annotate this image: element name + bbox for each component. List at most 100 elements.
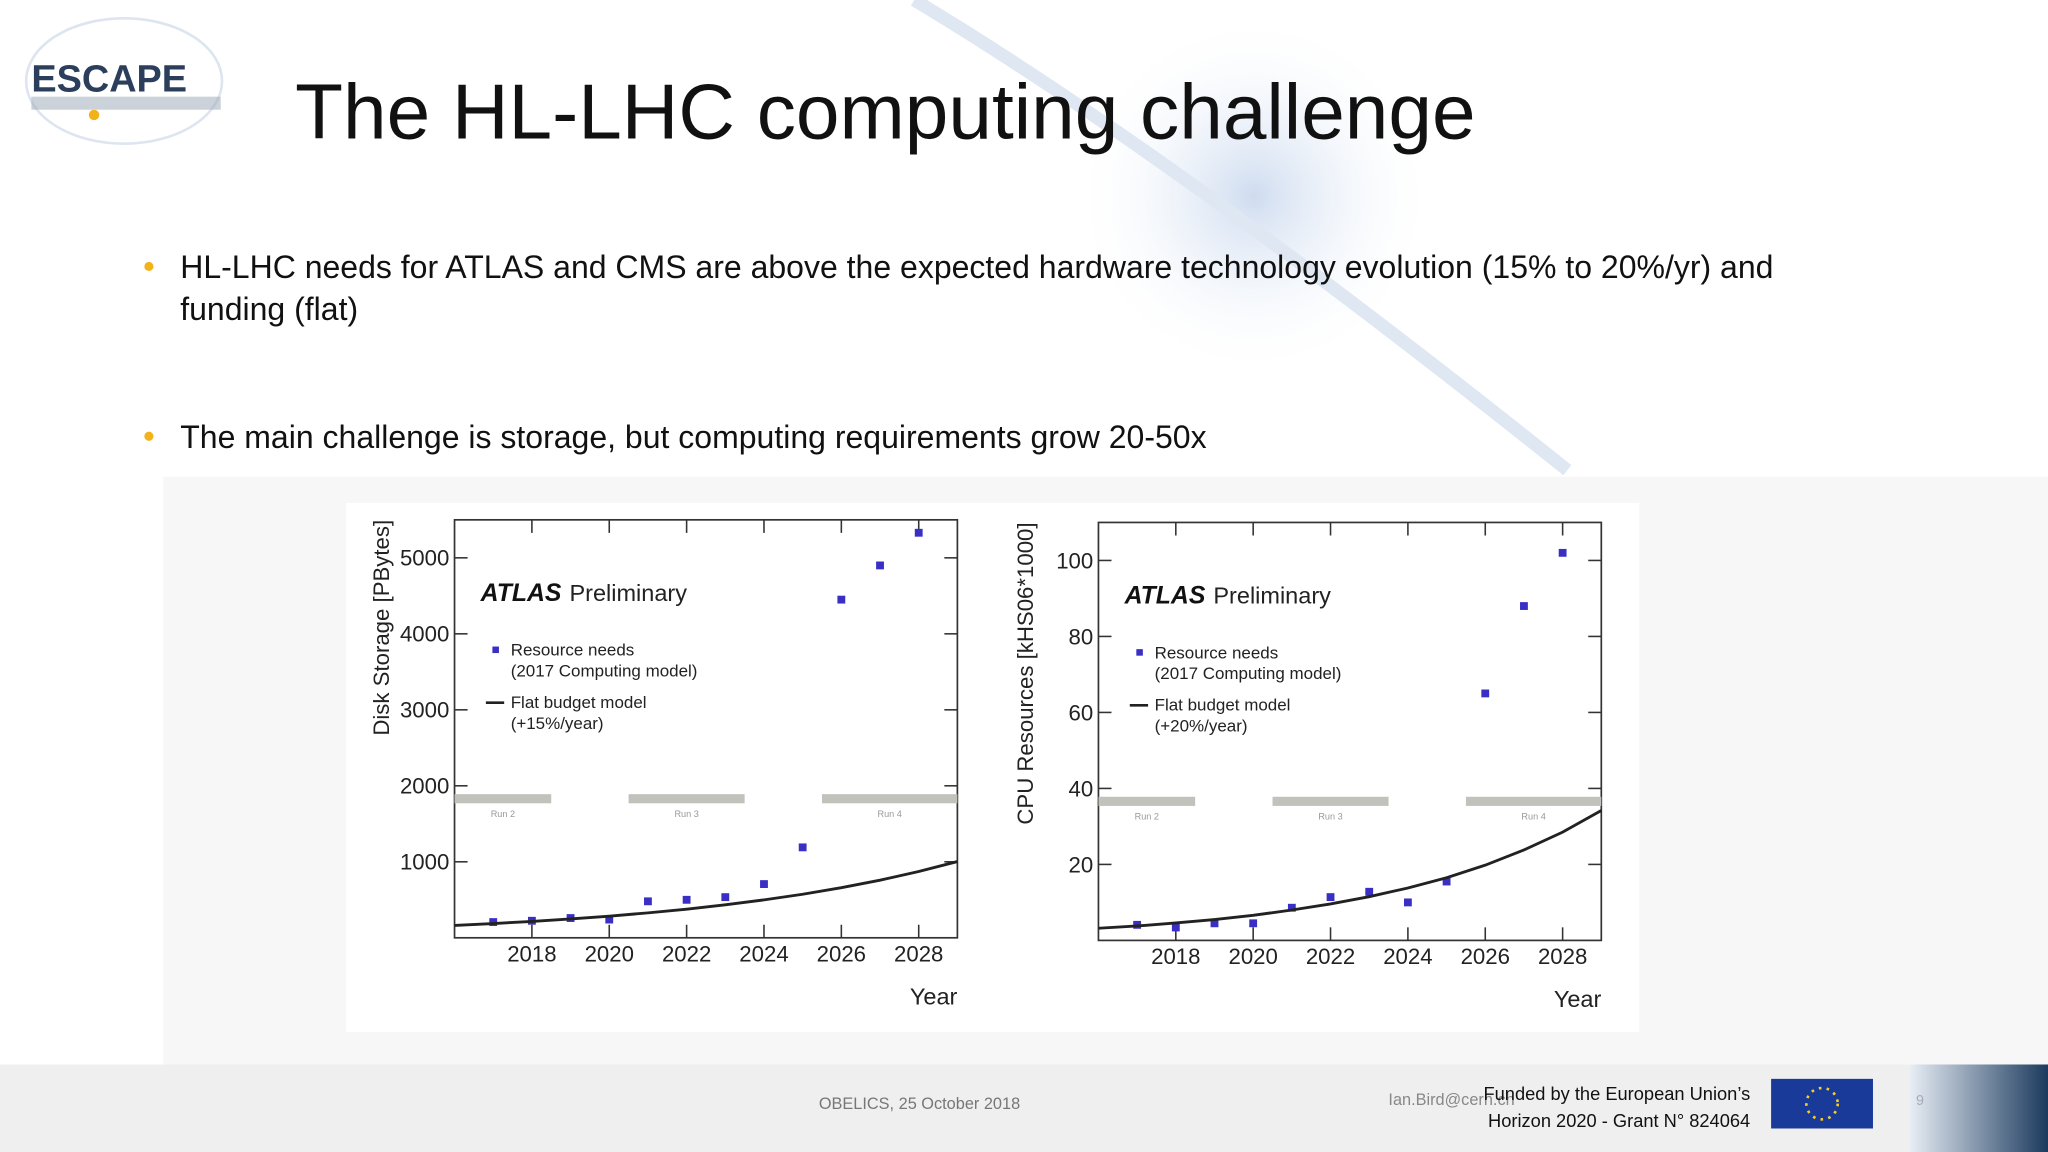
x-tick-label: 2026 — [817, 941, 866, 966]
run-label: Run 3 — [674, 809, 698, 819]
run-label: Run 2 — [491, 809, 515, 819]
y-tick-label: 80 — [1069, 624, 1094, 649]
legend-entry: Resource needs — [1155, 643, 1279, 662]
page-number: 9 — [1916, 1093, 1924, 1109]
data-point — [605, 915, 614, 924]
run-band — [454, 794, 552, 804]
data-point — [489, 918, 498, 926]
footer-image — [1909, 1064, 2048, 1152]
run-label: Run 4 — [1521, 812, 1545, 822]
y-tick-label: 2000 — [400, 774, 449, 799]
x-tick-label: 2028 — [894, 941, 943, 966]
data-point — [644, 897, 652, 906]
legend-detail: (+15%/year) — [511, 714, 604, 733]
data-point — [1365, 887, 1374, 896]
data-point — [1442, 877, 1451, 886]
data-point — [914, 528, 923, 537]
x-tick-label: 2022 — [1306, 944, 1355, 969]
bullet — [144, 261, 154, 272]
run-band — [1465, 796, 1602, 806]
legend-detail: (+20%/year) — [1155, 716, 1248, 735]
legend-entry: Resource needs — [511, 641, 635, 660]
x-tick-label: 2022 — [662, 941, 711, 966]
x-tick-label: 2024 — [739, 941, 788, 966]
data-point — [760, 880, 768, 888]
run-band — [628, 794, 745, 804]
x-axis-label: Year — [1554, 986, 1602, 1012]
x-tick-label: 2020 — [1228, 944, 1277, 969]
legend-detail: (2017 Computing model) — [1155, 664, 1342, 683]
data-point — [1171, 923, 1180, 932]
x-tick-label: 2020 — [585, 941, 634, 966]
eu-stars — [1805, 1086, 1840, 1121]
x-tick-label: 2018 — [1151, 944, 1200, 969]
footer-author: Ian.Bird@cern.ch — [1388, 1091, 1514, 1109]
logo-subtext — [31, 96, 221, 110]
bullet-text: The main challenge is storage, but compu… — [180, 419, 1206, 455]
data-point — [798, 843, 807, 852]
y-tick-label: 100 — [1056, 548, 1093, 573]
x-tick-label: 2024 — [1383, 944, 1432, 969]
run-band — [1272, 796, 1389, 806]
plot-frame — [1097, 521, 1603, 942]
bullet — [144, 431, 154, 441]
run-label: Run 4 — [878, 809, 902, 819]
y-tick-label: 1000 — [400, 850, 449, 875]
budget-line — [454, 860, 958, 927]
x-axis-label: Year — [910, 983, 958, 1009]
logo: ESCAPE — [31, 58, 187, 100]
run-band — [1098, 796, 1196, 806]
data-point — [1326, 893, 1335, 902]
footer-event: OBELICS, 25 October 2018 — [819, 1095, 1020, 1113]
data-point — [682, 895, 691, 904]
experiment-label: ATLAS — [480, 580, 562, 607]
y-tick-label: 5000 — [400, 546, 449, 571]
data-point — [1558, 548, 1567, 557]
logo-ring — [24, 16, 224, 145]
footer — [0, 1064, 2048, 1152]
data-point — [837, 595, 846, 604]
x-tick-label: 2028 — [1538, 944, 1587, 969]
y-axis-label: CPU Resources [kHS06*1000] — [1013, 522, 1038, 824]
legend-detail: (2017 Computing model) — [511, 662, 698, 681]
data-point — [876, 561, 884, 570]
status-label: Preliminary — [1213, 582, 1331, 608]
data-point — [1210, 919, 1219, 928]
run-band — [822, 794, 958, 804]
y-tick-label: 60 — [1069, 700, 1094, 725]
funding-line: Funded by the European Union’s — [1483, 1083, 1750, 1104]
logo-dot — [88, 109, 100, 121]
eu-flag — [1771, 1078, 1873, 1129]
y-axis-label: Disk Storage [PBytes] — [369, 520, 394, 736]
data-point — [1520, 602, 1528, 610]
title: The HL-LHC computing challenge — [295, 67, 1475, 155]
status-label: Preliminary — [569, 580, 687, 606]
data-point — [1403, 898, 1412, 907]
data-point — [1249, 919, 1258, 928]
experiment-label: ATLAS — [1124, 582, 1206, 609]
data-point — [1481, 689, 1490, 698]
x-tick-label: 2018 — [507, 941, 556, 966]
y-tick-label: 4000 — [400, 622, 449, 647]
data-point — [1287, 903, 1296, 912]
funding-line: Horizon 2020 - Grant N° 824064 — [1488, 1110, 1750, 1131]
budget-line — [1098, 809, 1603, 930]
legend-entry: Flat budget model — [1155, 696, 1291, 715]
y-tick-label: 3000 — [400, 698, 449, 723]
run-label: Run 2 — [1135, 812, 1159, 822]
y-tick-label: 40 — [1069, 776, 1094, 801]
bullet-text: funding (flat) — [180, 291, 358, 327]
bullet-text: HL-LHC needs for ATLAS and CMS are above… — [180, 249, 1773, 285]
data-point — [721, 893, 730, 902]
legend-marker — [1136, 649, 1143, 656]
x-tick-label: 2026 — [1461, 944, 1510, 969]
decoration — [910, 0, 1572, 476]
legend-marker — [492, 646, 499, 654]
plot-frame — [453, 518, 959, 939]
run-label: Run 3 — [1318, 812, 1342, 822]
y-tick-label: 20 — [1069, 852, 1094, 877]
decoration — [1071, 13, 1437, 379]
legend-entry: Flat budget model — [511, 693, 647, 712]
